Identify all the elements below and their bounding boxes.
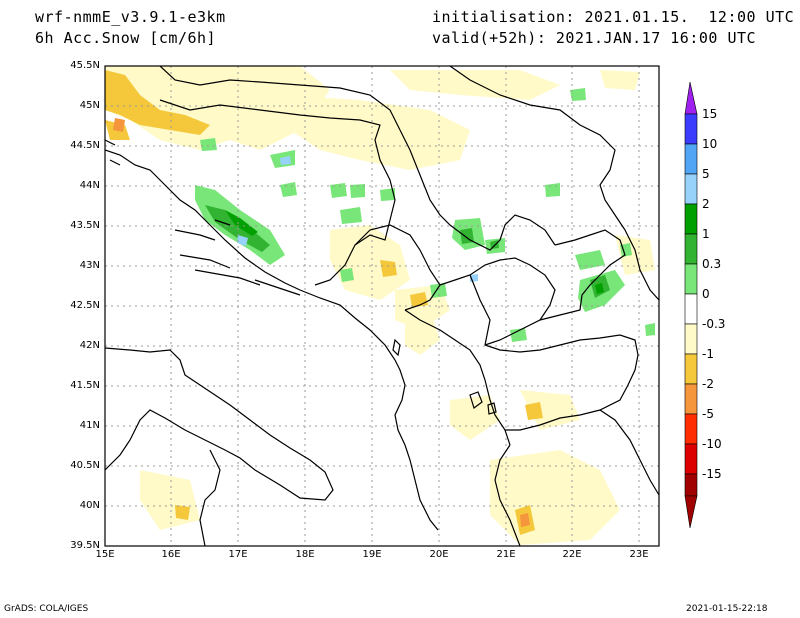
lat-label: 43N (79, 260, 100, 271)
colorbar-label: -15 (702, 467, 722, 481)
lon-label: 15E (95, 549, 115, 560)
colorbar-label: 2 (702, 197, 710, 211)
field-title: 6h Acc.Snow [cm/6h] (35, 29, 217, 47)
valid-time: valid(+52h): 2021.JAN.17 16:00 UTC (432, 29, 757, 47)
lat-label: 44.5N (70, 140, 100, 151)
colorbar-label: 0.3 (702, 257, 722, 271)
coastlines-borders (105, 66, 659, 546)
lat-label: 44N (79, 180, 100, 191)
lon-label: 17E (228, 549, 248, 560)
lon-label: 19E (362, 549, 382, 560)
lon-label: 22E (562, 549, 582, 560)
colorbar-label: -0.3 (702, 317, 726, 331)
lat-label: 45.5N (70, 60, 100, 71)
lon-label: 16E (161, 549, 181, 560)
lat-label: 40.5N (70, 460, 100, 471)
lon-label: 18E (295, 549, 315, 560)
lat-label: 41.5N (70, 380, 100, 391)
colorbar-label: 10 (702, 137, 718, 151)
lat-label: 40N (79, 500, 100, 511)
lat-label: 42N (79, 340, 100, 351)
colorbar-label: 1 (702, 227, 710, 241)
colorbar-label: 5 (702, 167, 710, 181)
lat-label: 42.5N (70, 300, 100, 311)
lon-label: 23E (629, 549, 649, 560)
lon-label: 20E (429, 549, 449, 560)
colorbar-label: -2 (702, 377, 714, 391)
colorbar-label: -1 (702, 347, 714, 361)
lat-label: 39.5N (70, 540, 100, 551)
graticule (105, 66, 659, 546)
lon-label: 21E (496, 549, 516, 560)
colorbar-label: 0 (702, 287, 710, 301)
init-time: initialisation: 2021.01.15. 12:00 UTC (432, 8, 795, 26)
footer-timestamp: 2021-01-15-22:18 (686, 604, 768, 614)
colorbar-label: -10 (702, 437, 722, 451)
lat-label: 43.5N (70, 220, 100, 231)
model-title: wrf-nmmE_v3.9.1-e3km (35, 8, 226, 26)
colorbar-label: 15 (702, 107, 718, 121)
lat-label: 45N (79, 100, 100, 111)
colorbar (684, 81, 698, 529)
map-frame (104, 65, 660, 547)
lat-label: 41N (79, 420, 100, 431)
colorbar-label: -5 (702, 407, 714, 421)
footer-credit: GrADS: COLA/IGES (4, 604, 89, 614)
